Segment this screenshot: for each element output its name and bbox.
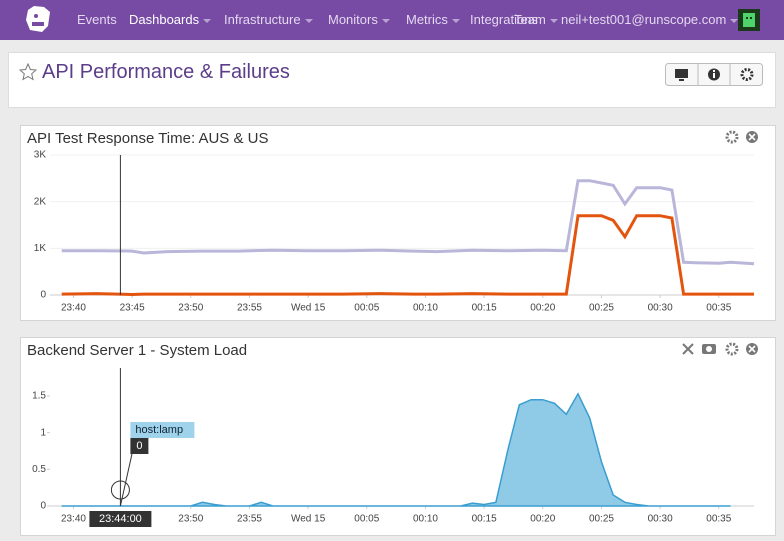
widget-title: API Test Response Time: AUS & US [27, 130, 269, 147]
widget: API Test Response Time: AUS & US [20, 125, 776, 321]
x-tick-label: 23:40 [61, 303, 86, 314]
dashboard-header: API Performance & Failures [8, 52, 776, 108]
x-tick-label: 00:20 [530, 303, 555, 314]
x-tick-label: 00:30 [648, 303, 673, 314]
nav-label: Infrastructure [224, 12, 301, 27]
x-tick-label: 00:10 [413, 514, 438, 525]
star-icon[interactable] [19, 63, 37, 81]
nav-link[interactable]: Events [77, 12, 117, 27]
settings-icon[interactable] [725, 342, 739, 356]
nav-link[interactable]: Team [514, 12, 558, 27]
settings-icon[interactable] [725, 130, 739, 144]
series-area [61, 392, 731, 507]
nav-link[interactable]: Infrastructure [224, 12, 313, 27]
logo[interactable] [22, 4, 56, 36]
user-email: neil+test001@runscope.com [561, 12, 727, 27]
x-tick-label: Wed 15 [291, 514, 326, 525]
x-tick-label: 23:55 [237, 514, 262, 525]
tooltip-connector [119, 451, 133, 507]
tooltip-value: 0 [136, 440, 142, 452]
nav-link[interactable]: Dashboards [129, 12, 212, 27]
hover-point [110, 480, 130, 500]
nav-label: Dashboards [129, 12, 200, 27]
x-tick-label: 00:10 [413, 303, 438, 314]
tooltip-host-bg [130, 422, 195, 438]
nav-link[interactable]: Monitors [328, 12, 390, 27]
widget-icons [682, 130, 758, 356]
nav-link[interactable]: Integrations [470, 12, 538, 27]
nav-label: Monitors [328, 12, 378, 27]
nav-bar: Events Dashboards Infrastructure Monitor… [0, 0, 784, 40]
x-tick-label: 00:35 [706, 514, 731, 525]
dashboard-title: API Performance & Failures [42, 61, 290, 83]
tooltip-host: host:lamp [135, 424, 183, 436]
y-tick-label: 0.5 [32, 464, 46, 475]
x-tick-label: 23:40 [61, 514, 86, 525]
x-tick-label: 00:35 [706, 303, 731, 314]
tooltip-value-bg [130, 438, 149, 454]
x-tick-label: 00:20 [530, 514, 555, 525]
user-menu[interactable]: neil+test001@runscope.com [561, 12, 739, 27]
x-tick-label: 23:50 [178, 514, 203, 525]
x-tick-label: 00:25 [589, 303, 614, 314]
x-tick-label: 23:50 [178, 303, 203, 314]
x-tick-label: 00:30 [648, 514, 673, 525]
x-tick-label: 00:15 [472, 303, 497, 314]
y-tick-label: 3K [34, 150, 47, 161]
x-tick-label: 00:05 [354, 303, 379, 314]
y-tick-label: 0 [40, 290, 46, 301]
toolbar [665, 63, 763, 86]
nav-label: Team [514, 12, 546, 27]
y-tick-label: 1.5 [32, 391, 46, 402]
nav-label: Metrics [406, 12, 448, 27]
hover-time-bg [89, 511, 152, 527]
series-line [61, 214, 754, 297]
widget-title: Backend Server 1 - System Load [27, 342, 248, 359]
x-tick-label: 00:15 [472, 514, 497, 525]
y-tick-label: 2K [34, 196, 47, 207]
x-tick-label: 23:45 [120, 303, 145, 314]
x-tick-label: 00:05 [354, 514, 379, 525]
expand-icon[interactable] [682, 343, 694, 355]
y-tick-label: 1K [34, 243, 47, 254]
x-tick-label: Wed 15 [291, 303, 326, 314]
y-tick-label: 0 [40, 501, 46, 512]
x-tick-label: 23:55 [237, 303, 262, 314]
nav-link[interactable]: Metrics [406, 12, 460, 27]
series-line [61, 179, 755, 266]
avatar[interactable] [738, 9, 760, 31]
x-tick-label: 00:25 [589, 514, 614, 525]
hover-time: 23:44:00 [99, 513, 142, 525]
y-tick-label: 1 [40, 427, 46, 438]
